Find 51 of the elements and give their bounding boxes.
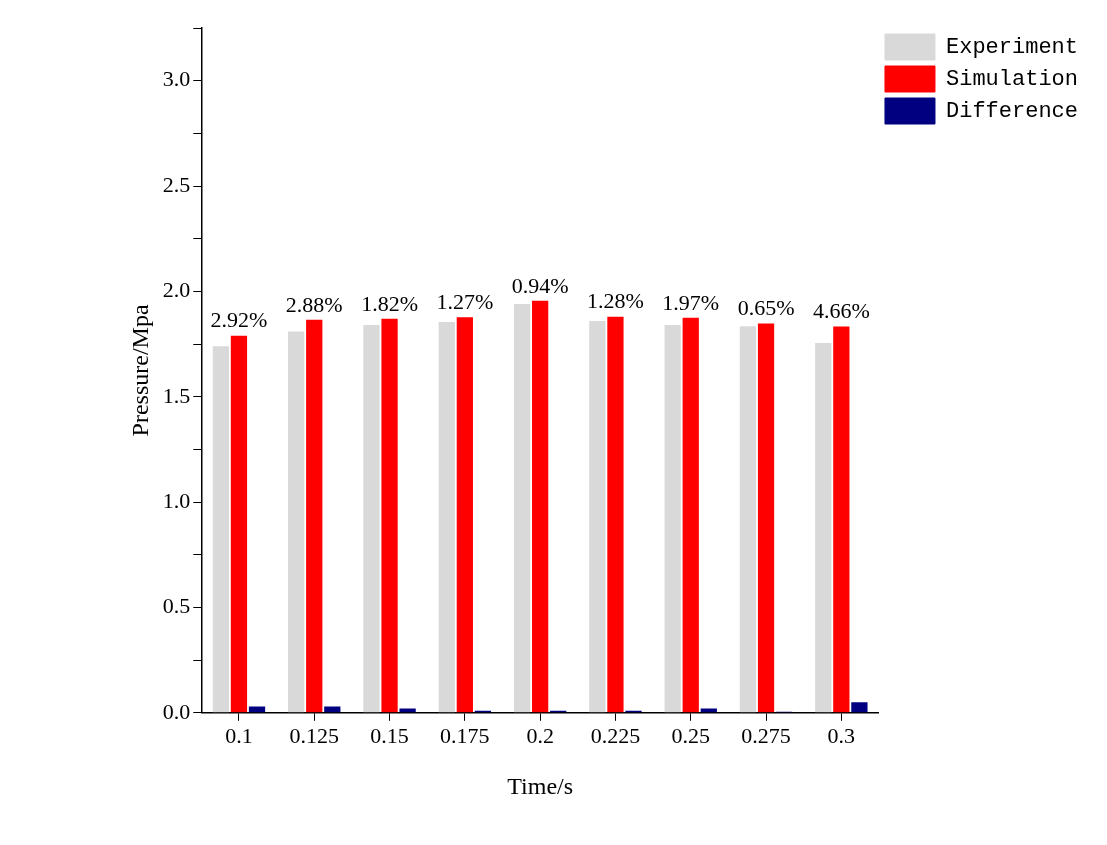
bar (248, 706, 266, 713)
bar (324, 706, 341, 713)
annotation: 0.94% (511, 272, 569, 298)
bar (513, 304, 531, 713)
legend-label: Experiment (945, 34, 1079, 60)
y-tick-label: 0.0 (162, 698, 191, 724)
annotation: 2.88% (285, 291, 343, 317)
bar (212, 346, 230, 713)
bar (833, 326, 850, 713)
annotation: 4.66% (812, 298, 870, 324)
x-tick-label: 0.275 (741, 722, 791, 748)
bar (589, 320, 606, 713)
bar (456, 317, 473, 713)
y-axis-title: Pressure/Mpa (126, 304, 153, 437)
bar (438, 321, 455, 713)
bar (739, 326, 757, 713)
x-tick-label: 0.1 (225, 722, 253, 748)
legend-label: Difference (945, 98, 1079, 124)
y-tick-label: 2.0 (162, 277, 191, 303)
y-tick-label: 1.0 (162, 487, 191, 513)
bar (815, 343, 832, 713)
annotation: 1.97% (662, 289, 720, 315)
x-axis-title: Time/s (507, 772, 574, 799)
y-tick-label: 0.5 (162, 593, 191, 619)
bar (363, 325, 380, 713)
annotation: 1.28% (587, 288, 644, 314)
annotation: 1.82% (361, 290, 418, 316)
bar (757, 323, 775, 713)
bar (306, 319, 323, 713)
bar (851, 702, 868, 713)
x-tick-label: 0.3 (827, 722, 856, 748)
bar (288, 331, 305, 713)
y-tick-label: 1.5 (162, 382, 191, 408)
y-tick-label: 3.0 (162, 66, 191, 92)
annotation: 1.27% (436, 289, 494, 315)
y-tick-label: 2.5 (162, 171, 191, 197)
bar (532, 300, 549, 713)
bar (230, 335, 248, 713)
x-tick-label: 0.225 (590, 722, 641, 748)
x-tick-label: 0.15 (370, 722, 409, 748)
bar (664, 325, 681, 713)
annotation: 2.92% (210, 307, 268, 333)
x-tick-label: 0.175 (440, 722, 490, 748)
bar (682, 317, 699, 713)
annotation: 0.65% (737, 295, 795, 321)
x-tick-label: 0.125 (289, 722, 339, 748)
x-tick-label: 0.25 (671, 722, 710, 748)
bar (607, 316, 624, 713)
legend-label: Simulation (945, 66, 1079, 92)
bar (381, 318, 398, 713)
x-tick-label: 0.2 (526, 722, 554, 748)
